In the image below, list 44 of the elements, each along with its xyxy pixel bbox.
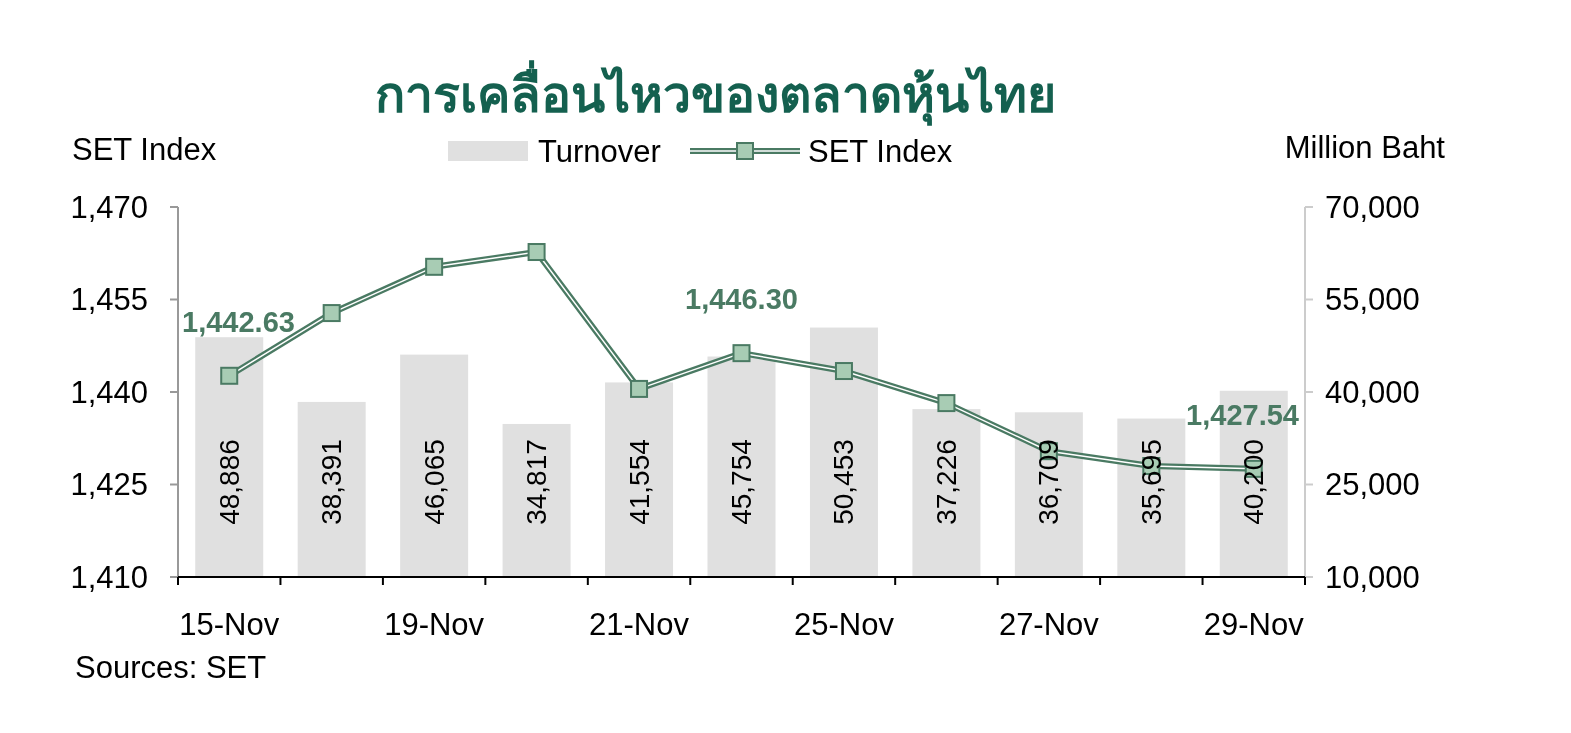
data-label: 45,754 <box>726 439 757 525</box>
data-label: 37,226 <box>930 439 962 525</box>
point <box>425 257 444 276</box>
point <box>834 362 853 381</box>
y2-tick-label: 25,000 <box>1325 467 1420 502</box>
x-tick-label: 19-Nov <box>384 607 485 642</box>
x-tick-label: 25-Nov <box>793 607 895 642</box>
data-label: 46,065 <box>418 439 450 525</box>
point <box>220 366 239 385</box>
point <box>630 379 649 398</box>
y-tick-label: 1,425 <box>70 467 148 502</box>
y2-tick-label: 40,000 <box>1325 374 1420 410</box>
x-tick-label: 15-Nov <box>179 607 280 642</box>
y-tick-label: 1,410 <box>70 559 148 595</box>
y2-tick-label: 55,000 <box>1325 282 1420 317</box>
y2-tick-label: 70,000 <box>1325 189 1420 225</box>
data-label: 1,427.54 <box>1186 398 1299 431</box>
x-tick-label: 21-Nov <box>589 607 690 642</box>
legend-label: SET Index <box>808 133 953 169</box>
y2-tick-label: 10,000 <box>1325 559 1420 595</box>
data-label: 48,886 <box>213 439 245 525</box>
legend-label: Turnover <box>538 133 661 169</box>
point <box>732 344 751 363</box>
x-tick-label: 29-Nov <box>1203 607 1305 642</box>
point <box>322 304 341 323</box>
data-label: 34,817 <box>521 439 553 525</box>
data-label: 1,442.63 <box>182 305 295 338</box>
data-label: 38,391 <box>316 439 348 525</box>
y-tick-label: 1,455 <box>70 282 148 317</box>
data-label: 41,554 <box>623 439 655 525</box>
data-label: 40,200 <box>1238 439 1270 525</box>
point <box>937 394 956 413</box>
data-label: 50,453 <box>828 439 860 525</box>
y2-axis-title: Million Baht <box>1284 130 1446 165</box>
y-tick-label: 1,470 <box>70 189 148 225</box>
point <box>527 243 546 262</box>
data-label: 1,446.30 <box>685 283 798 316</box>
data-label: 36,709 <box>1033 439 1065 525</box>
source-note: Sources: SET <box>75 650 267 685</box>
chart-title: การเคลื่อนไหวของตลาดหุ้นไทย <box>374 60 1056 126</box>
data-label: 35,695 <box>1135 439 1167 525</box>
x-tick-label: 27-Nov <box>998 607 1100 642</box>
y-axis-title: SET Index <box>72 132 217 167</box>
y-tick-label: 1,440 <box>70 374 148 410</box>
